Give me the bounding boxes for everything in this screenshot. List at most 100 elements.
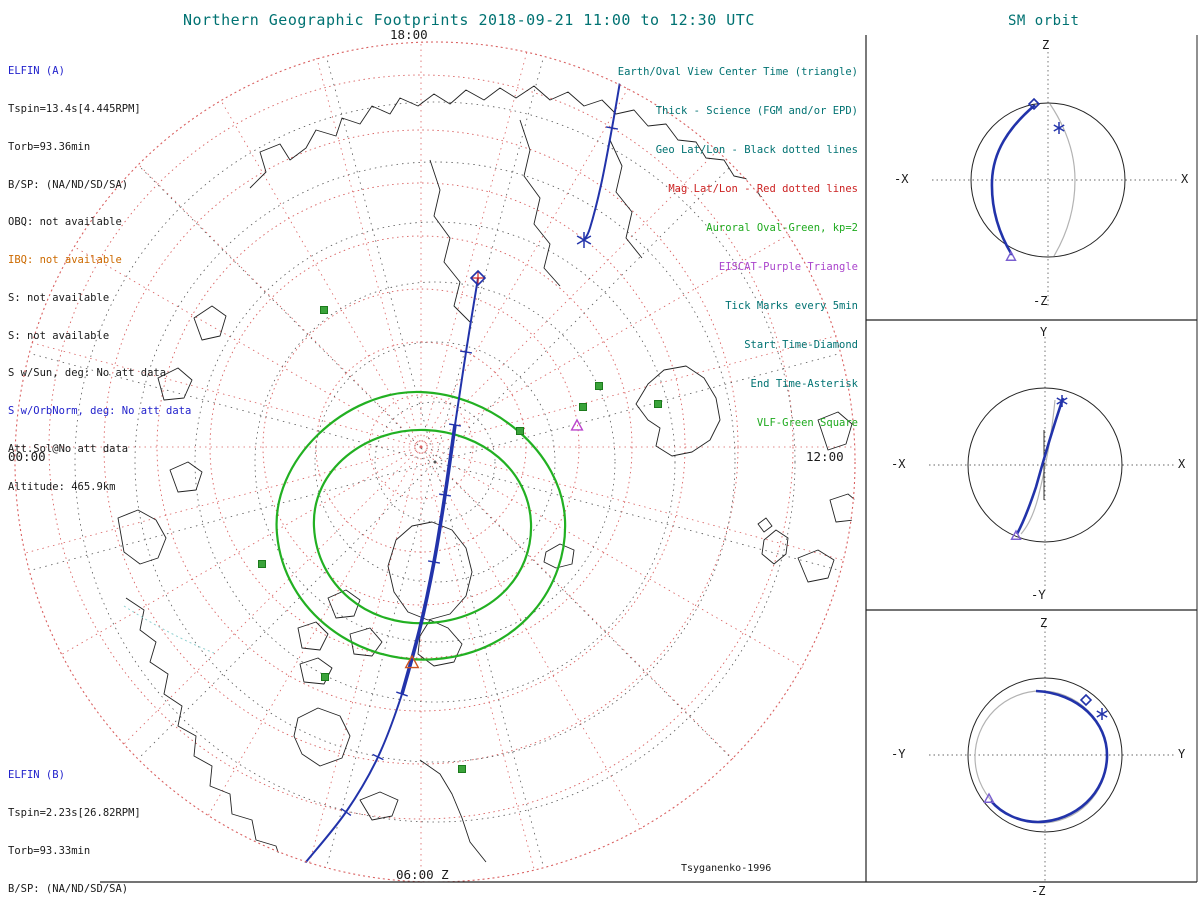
mag-meridian-line <box>420 48 652 448</box>
sm-orbit-arc <box>990 689 1109 824</box>
earth-circle <box>967 387 1123 543</box>
mag-meridian-line <box>420 446 541 883</box>
satellite-a-name: ELFIN (A) <box>8 65 65 78</box>
coastline-path <box>757 517 773 533</box>
five-minute-tick <box>396 691 408 697</box>
map-legend: Earth/Oval View Center Time (triangle) T… <box>618 40 858 456</box>
sm-orbit-panels <box>929 52 1178 881</box>
mag-meridian-line <box>420 446 652 846</box>
five-minute-tick <box>438 493 452 497</box>
eiscat-triangle-marker <box>570 418 584 431</box>
mag-meridian-line <box>301 446 422 883</box>
panel3-axis-right: Y <box>1178 747 1186 761</box>
geo-latitude-circle <box>254 281 616 643</box>
coastline-path <box>117 509 167 565</box>
mag-latitude-circle <box>209 235 633 659</box>
info-line: S w/Sun, deg: No att data <box>8 367 167 380</box>
coastline-path <box>609 139 643 259</box>
terminator-line <box>123 605 215 654</box>
hour-label-1200: 12:00 <box>806 449 844 464</box>
info-line: B/SP: (NA/ND/SD/SA) <box>8 882 129 895</box>
start-time-diamond-marker <box>469 269 487 287</box>
info-line: S: not available <box>8 329 110 342</box>
mag-latitude-circle <box>103 129 739 765</box>
five-minute-tick <box>605 126 619 130</box>
geo-latitude-circle <box>74 101 796 823</box>
panel2-axis-top: Y <box>1040 325 1048 339</box>
coastline-path <box>193 305 227 341</box>
coastline-path <box>543 543 575 569</box>
five-minute-tick <box>427 560 441 564</box>
panel3-axis-bottom: -Z <box>1031 884 1046 898</box>
geo-latitude-circle <box>134 161 736 763</box>
model-label: Tsyganenko-1996 <box>681 863 772 874</box>
legend-line: Start Time-Diamond <box>744 339 858 351</box>
coastline-path <box>157 367 193 401</box>
coastline-path <box>293 707 351 767</box>
coastline-path <box>635 365 721 457</box>
vlf-square-marker <box>595 382 603 390</box>
elfin-b-info: ELFIN (B) Tspin=2.23s[26.82RPM] Torb=93.… <box>8 744 191 900</box>
end-time-asterisk-marker <box>1053 124 1065 132</box>
panel2-axis-left: -X <box>891 457 906 471</box>
panel2-axis-bottom: -Y <box>1031 588 1046 602</box>
five-minute-tick <box>340 808 352 816</box>
auroral-oval-inner <box>312 428 533 625</box>
footer-credits: Tsyganenko-1996 Created: Sun Jan 29 08:5… <box>681 836 880 900</box>
geo-latitude-circle <box>194 221 676 703</box>
sm-orbit-arc <box>1015 397 1065 535</box>
legend-line: EISCAT-Purple Triangle <box>718 261 858 273</box>
info-line: IBQ: not available <box>8 254 122 267</box>
hour-label-1800: 18:00 <box>390 27 428 42</box>
info-line: Torb=93.36min <box>8 140 91 153</box>
info-line: S: not available <box>8 291 110 304</box>
coastline-path <box>817 411 853 451</box>
mag-latitude-circle <box>262 288 580 606</box>
info-line: Tspin=2.23s[26.82RPM] <box>8 806 141 819</box>
elfin-a-info: ELFIN (A) Tspin=13.4s[4.445RPM] Torb=93.… <box>8 40 191 519</box>
orbit-reference-arc <box>1020 399 1056 535</box>
vlf-square-marker <box>654 400 662 408</box>
mag-meridian-line <box>420 41 541 448</box>
five-minute-tick <box>372 753 384 761</box>
geo-meridian-line <box>325 56 436 463</box>
center-time-triangle-marker <box>1005 250 1017 261</box>
info-line: Tspin=13.4s[4.445RPM] <box>8 102 141 115</box>
info-line: Torb=93.33min <box>8 844 91 857</box>
geographic-graticule <box>29 56 841 868</box>
earth-circle <box>970 102 1126 258</box>
center-time-triangle-marker <box>404 654 420 669</box>
vlf-square-marker <box>320 306 328 314</box>
info-line: Att.Sol@No att data <box>8 443 129 455</box>
geo-meridian-line <box>325 461 436 868</box>
center-time-triangle-marker <box>1010 529 1022 540</box>
page-title: Northern Geographic Footprints 2018-09-2… <box>183 11 755 29</box>
earth-circle <box>967 677 1123 833</box>
info-line: S w/OrbNorm, deg: No att data <box>8 405 192 418</box>
coastline-path <box>125 597 311 881</box>
vlf-square-marker <box>579 403 587 411</box>
panel1-axis-bottom: -Z <box>1033 294 1048 308</box>
panel1-axis-left: -X <box>894 172 909 186</box>
mag-meridian-line <box>420 446 747 773</box>
hour-label-0000: 00:00 <box>8 449 46 464</box>
legend-line: Earth/Oval View Center Time (triangle) <box>617 66 858 78</box>
geo-meridian-line <box>434 461 841 572</box>
footprint-track-main <box>295 277 479 875</box>
start-time-diamond-marker <box>1027 97 1041 111</box>
end-time-asterisk-marker <box>1056 397 1068 405</box>
orbit-reference-arc <box>1049 103 1076 257</box>
center-time-triangle-marker <box>983 792 995 803</box>
end-time-asterisk-marker <box>576 235 592 245</box>
frame-lines <box>100 35 1198 883</box>
vlf-square-marker <box>258 560 266 568</box>
auroral-oval-outer <box>275 390 567 661</box>
geo-meridian-line <box>137 164 436 463</box>
legend-line: Geo Lat/Lon - Black dotted lines <box>655 144 858 156</box>
geo-meridian-line <box>434 461 733 760</box>
panel2-axis-right: X <box>1178 457 1186 471</box>
info-line: OBQ: not available <box>8 216 122 229</box>
map-outer-boundary <box>14 41 856 883</box>
geo-meridian-line <box>434 352 841 463</box>
